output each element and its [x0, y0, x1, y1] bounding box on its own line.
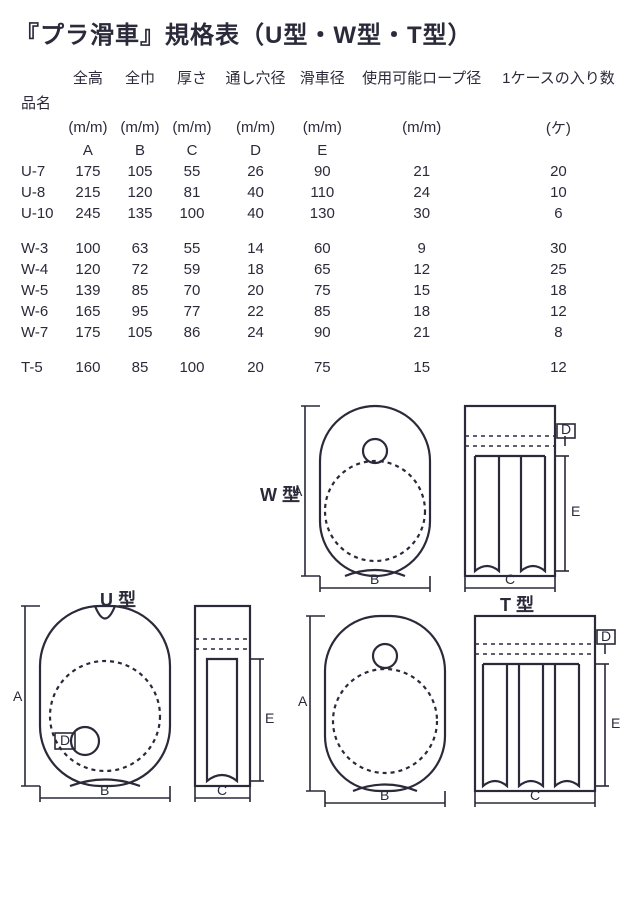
svg-text:C: C	[530, 787, 540, 803]
table-row: U-71751055526902120	[15, 161, 625, 182]
svg-text:D: D	[561, 421, 571, 437]
table-row: W-7175105862490218	[15, 322, 625, 343]
table-row: T-51608510020751512	[15, 357, 625, 378]
cell-name: W-5	[15, 280, 62, 301]
header-row-name: 品名	[15, 90, 625, 115]
cell-name: W-7	[15, 322, 62, 343]
svg-text:C: C	[505, 571, 515, 587]
svg-text:D: D	[60, 732, 70, 748]
table-row: W-4120725918651225	[15, 259, 625, 280]
cell-name: U-10	[15, 203, 62, 224]
cell-name: W-6	[15, 301, 62, 322]
cell-name: W-3	[15, 238, 62, 259]
diagrams-area: W 型 A B	[15, 396, 625, 816]
page-title: 『プラ滑車』規格表（U型・W型・T型）	[15, 15, 625, 50]
table-row: U-821512081401102410	[15, 182, 625, 203]
spec-table: 全高 全巾 厚さ 通し穴径 滑車径 使用可能ロープ径 1ケースの入り数 品名 (…	[15, 65, 625, 378]
svg-text:D: D	[601, 628, 611, 644]
svg-text:A: A	[298, 693, 308, 709]
svg-text:E: E	[571, 503, 580, 519]
svg-text:B: B	[370, 571, 379, 587]
label-u: U 型	[100, 586, 136, 612]
header-row-1: 全高 全巾 厚さ 通し穴径 滑車径 使用可能ロープ径 1ケースの入り数	[15, 65, 625, 90]
cell-name: T-5	[15, 357, 62, 378]
svg-text:B: B	[380, 787, 389, 803]
header-row-units: (m/m) (m/m) (m/m) (m/m) (m/m) (m/m) (ケ)	[15, 115, 625, 140]
label-t: T 型	[500, 591, 534, 617]
svg-text:B: B	[100, 782, 109, 798]
cell-name: U-7	[15, 161, 62, 182]
table-row: W-6165957722851812	[15, 301, 625, 322]
svg-text:C: C	[217, 782, 227, 798]
header-row-letters: A B C D E	[15, 140, 625, 161]
svg-text:A: A	[13, 688, 23, 704]
cell-name: W-4	[15, 259, 62, 280]
svg-text:E: E	[611, 715, 620, 731]
svg-text:E: E	[265, 710, 274, 726]
table-row: U-1024513510040130306	[15, 203, 625, 224]
label-w: W 型	[260, 481, 300, 507]
cell-name: U-8	[15, 182, 62, 203]
table-row: W-310063551460930	[15, 238, 625, 259]
table-row: W-5139857020751518	[15, 280, 625, 301]
